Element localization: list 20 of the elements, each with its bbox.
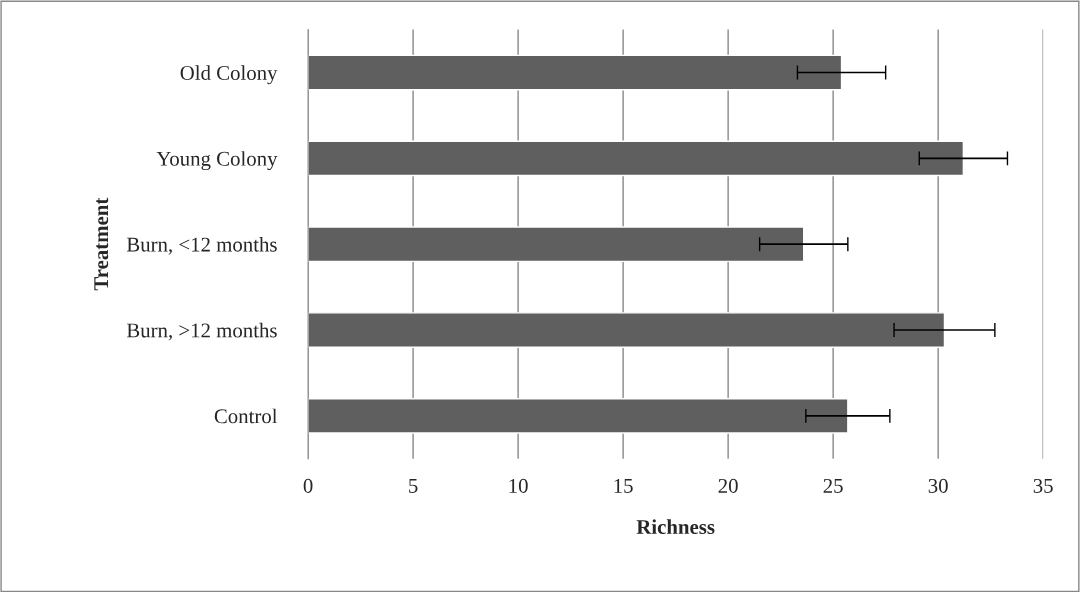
x-tick-label: 5 (409, 479, 418, 493)
bar (308, 312, 946, 348)
x-tick-label: 25 (823, 478, 843, 493)
y-tick-label: Young Colony (156, 151, 278, 171)
y-tick-label: Old Colony (180, 65, 278, 85)
y-tick-label: Burn, >12 months (126, 322, 277, 341)
y-axis-title: Treatment (94, 197, 109, 291)
bar (308, 54, 843, 91)
bar (308, 226, 805, 263)
x-tick-label: 20 (718, 478, 738, 493)
x-tick-label: 35 (1033, 478, 1053, 493)
x-tick-label: 30 (928, 478, 948, 493)
x-tick-label: 0 (303, 478, 313, 493)
bar (308, 398, 849, 434)
y-tick-label: Burn, <12 months (126, 236, 277, 255)
y-tick-label: Control (214, 408, 278, 424)
x-tick-label: 15 (614, 478, 633, 493)
bar (308, 140, 965, 177)
x-tick-label: 10 (509, 478, 528, 493)
x-axis-title: Richness (636, 519, 715, 535)
